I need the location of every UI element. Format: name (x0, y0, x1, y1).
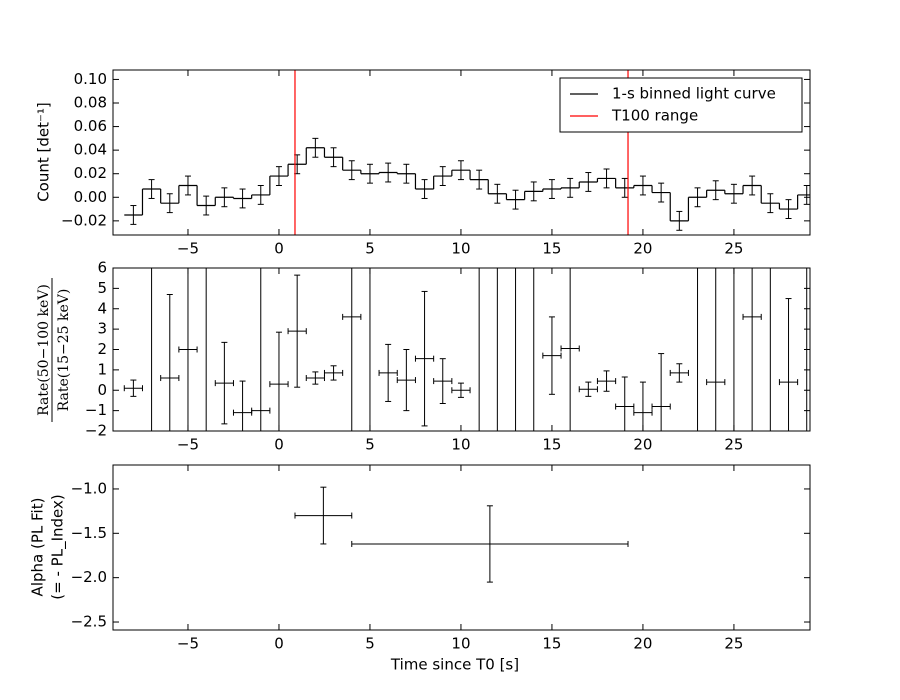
y-tick-label: 4 (97, 299, 107, 317)
y-tick-label: 5 (97, 279, 107, 297)
y-tick-label: 1 (97, 360, 107, 378)
legend: 1-s binned light curve T100 range (559, 77, 803, 133)
plot-area (124, 70, 810, 235)
y-tick-label: 0.00 (74, 188, 107, 206)
plot-area (123, 268, 808, 431)
y-tick-label: 2 (97, 340, 107, 358)
x-axis-label: Time since T0 [s] (390, 656, 519, 674)
y-tick-label: 3 (97, 320, 107, 338)
x-tick-label: 5 (365, 635, 375, 653)
x-tick-label: 5 (365, 240, 375, 258)
x-tick-label: 20 (633, 436, 652, 454)
panel: −5 0 5 10 15 20 25 −2 −1 0 1 2 3 4 5 6 (85, 259, 811, 454)
y-axis-label-denominator: Rate(15−25 keV) (56, 289, 72, 412)
x-tick-label: 25 (724, 635, 743, 653)
x-tick-label: 10 (451, 635, 470, 653)
y-tick-label: 0.08 (74, 94, 107, 112)
legend-box (559, 77, 803, 133)
y-axis-label: Count [det⁻¹] (35, 102, 53, 202)
x-tick-label: 10 (451, 240, 470, 258)
y-tick-label: 0.10 (74, 70, 107, 88)
x-tick-label: 25 (724, 240, 743, 258)
frame (112, 267, 811, 432)
y-tick-label: −2 (85, 422, 107, 440)
x-tick-label: 0 (274, 240, 284, 258)
y-tick-label: 0 (97, 381, 107, 399)
y-tick-label: 0.02 (74, 164, 107, 182)
legend-label: T100 range (611, 107, 698, 125)
x-tick-label: 5 (365, 436, 375, 454)
y-axis-label: (= - PL_Index) (49, 494, 68, 599)
x-tick-label: −5 (177, 240, 199, 258)
x-tick-label: 15 (542, 635, 561, 653)
legend-label: 1-s binned light curve (612, 85, 776, 103)
y-axis-label-numerator: Rate(50−100 keV) (36, 284, 52, 416)
x-tick-label: 20 (633, 240, 652, 258)
x-tick-label: 15 (542, 436, 561, 454)
panel: −5 0 5 10 15 20 25 −2.5 −2.0 −1.5 −1.0 (71, 464, 811, 653)
panel: −5 0 5 10 15 20 25 −0.02 0.00 0.02 0.04 0.06 0.08 0.1… (61, 69, 811, 258)
y-tick-label: −2.0 (71, 568, 107, 586)
frame (112, 69, 811, 236)
x-tick-label: 20 (633, 635, 652, 653)
x-tick-label: 15 (542, 240, 561, 258)
x-tick-label: 0 (274, 436, 284, 454)
y-tick-label: 0.04 (74, 141, 107, 159)
x-tick-label: 0 (274, 635, 284, 653)
y-tick-label: −1.5 (71, 524, 107, 542)
x-tick-label: 25 (724, 436, 743, 454)
y-tick-label: −2.5 (71, 613, 107, 631)
x-tick-label: −5 (177, 635, 199, 653)
y-tick-label: −1.0 (71, 479, 107, 497)
y-tick-label: 0.06 (74, 117, 107, 135)
y-tick-label: −1 (85, 401, 107, 419)
y-tick-label: −0.02 (61, 211, 107, 229)
plot-area (294, 486, 629, 583)
y-axis-label: Alpha (PL Fit) (29, 498, 47, 597)
x-tick-label: −5 (177, 436, 199, 454)
x-tick-label: 10 (451, 436, 470, 454)
frame (112, 464, 811, 631)
y-tick-label: 6 (97, 259, 107, 277)
y-axis-label-fraction: Rate(50−100 keV) Rate(15−25 keV) (36, 278, 72, 422)
